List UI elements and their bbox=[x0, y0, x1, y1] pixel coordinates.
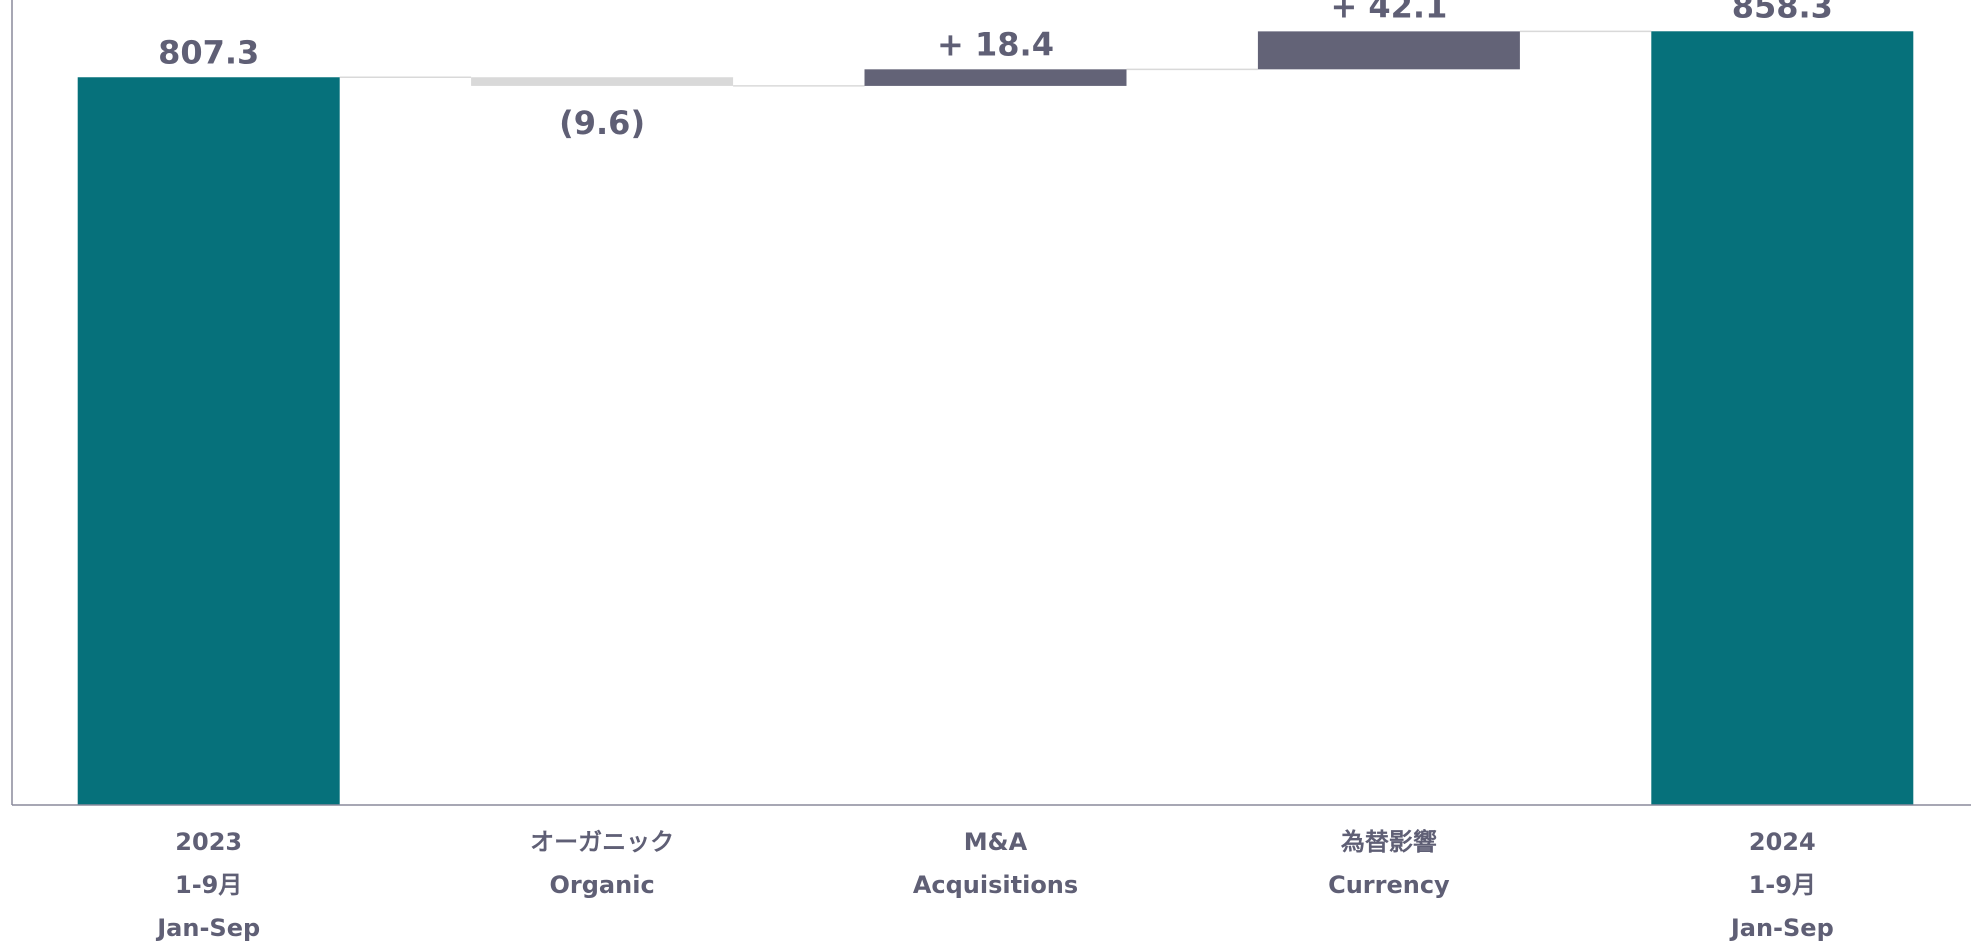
category-label: Organic bbox=[550, 871, 655, 899]
value-label: (9.6) bbox=[559, 104, 645, 142]
total-bar bbox=[77, 77, 340, 805]
value-label: + 18.4 bbox=[937, 25, 1054, 63]
category-label: Jan-Sep bbox=[1729, 914, 1834, 941]
category-label: Jan-Sep bbox=[155, 914, 260, 941]
decrease-bar bbox=[471, 77, 734, 86]
connector-lines bbox=[339, 30, 1652, 87]
category-label: 2024 bbox=[1749, 828, 1816, 856]
category-label: Acquisitions bbox=[913, 871, 1078, 899]
category-label: Currency bbox=[1328, 871, 1450, 899]
value-labels: 807.3 (9.6) + 18.4 + 42.1 858.3 bbox=[158, 0, 1833, 142]
category-label: 2023 bbox=[175, 828, 242, 856]
category-label: M&A bbox=[964, 828, 1028, 856]
category-label: 1-9月 bbox=[1749, 871, 1816, 899]
total-bar bbox=[1651, 31, 1914, 805]
value-label: + 42.1 bbox=[1330, 0, 1447, 25]
value-label: 858.3 bbox=[1732, 0, 1833, 25]
axes bbox=[11, 0, 1971, 806]
bars bbox=[77, 31, 1914, 805]
value-label: 807.3 bbox=[158, 33, 259, 71]
increase-bar bbox=[864, 69, 1127, 86]
increase-bar bbox=[1257, 31, 1520, 70]
category-label: オーガニック bbox=[530, 828, 674, 856]
category-label: 1-9月 bbox=[175, 871, 242, 899]
category-label: 為替影響 bbox=[1341, 828, 1437, 856]
category-labels: 2023 1-9月 Jan-Sep オーガニック Organic M&A Acquisiti… bbox=[155, 828, 1834, 941]
